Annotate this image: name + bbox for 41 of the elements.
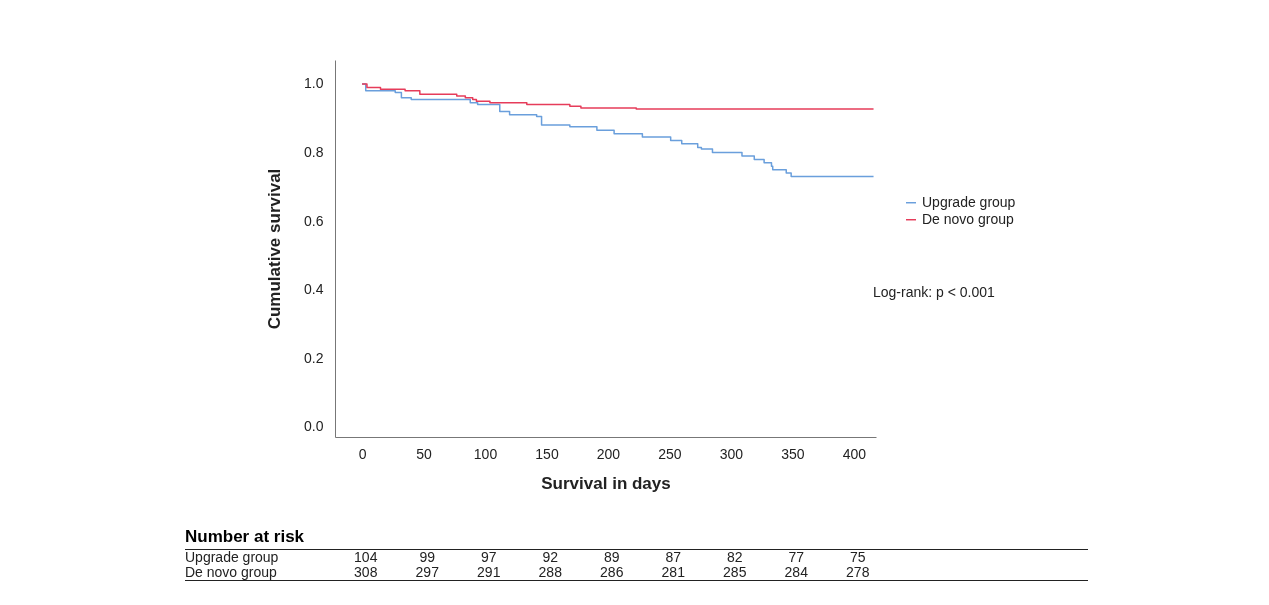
- text: 99: [418, 549, 437, 565]
- legend-label: De novo group: [922, 210, 1015, 227]
- text: 285: [722, 564, 748, 580]
- text: 104: [353, 549, 379, 565]
- y-tick-label: 1.0: [304, 75, 324, 92]
- text: 77: [787, 549, 806, 565]
- text: 92: [541, 549, 560, 565]
- text: Number at risk: [185, 527, 1088, 550]
- text: 75: [848, 549, 867, 565]
- x-tick-label: 150: [535, 445, 559, 462]
- y-tick-label: 0.6: [304, 212, 324, 229]
- y-axis-title: Cumulative survival: [265, 168, 285, 330]
- x-tick-label: 0: [358, 445, 367, 462]
- x-tick-label: 50: [416, 445, 433, 462]
- text: 82: [725, 549, 744, 565]
- x-tick-label: 200: [596, 445, 621, 462]
- text: 286: [599, 564, 625, 580]
- text: 284: [783, 564, 809, 580]
- y-tick-label: 0.4: [304, 281, 324, 298]
- text: 97: [479, 549, 498, 565]
- x-axis-title: Survival in days: [541, 473, 671, 493]
- text: 278: [845, 564, 871, 580]
- x-tick-label: 400: [842, 445, 867, 462]
- x-tick-label: 300: [719, 445, 744, 462]
- x-tick-label: 250: [658, 445, 682, 462]
- text: De novo group: [185, 564, 277, 580]
- text: 308: [353, 564, 379, 580]
- text: 89: [602, 549, 621, 565]
- text: 291: [476, 564, 502, 580]
- y-tick-label: 0.0: [304, 418, 324, 435]
- text: 288: [537, 564, 563, 580]
- text: 297: [414, 564, 440, 580]
- annotation: Log-rank: p < 0.001: [873, 284, 995, 300]
- text: 87: [664, 549, 683, 565]
- legend-label: Upgrade group: [922, 193, 1016, 210]
- y-tick-label: 0.2: [304, 349, 324, 366]
- x-tick-label: 100: [473, 445, 498, 462]
- text: Upgrade group: [185, 549, 280, 565]
- y-tick-label: 0.8: [304, 144, 324, 161]
- x-tick-label: 350: [781, 445, 805, 462]
- text: 281: [660, 564, 686, 580]
